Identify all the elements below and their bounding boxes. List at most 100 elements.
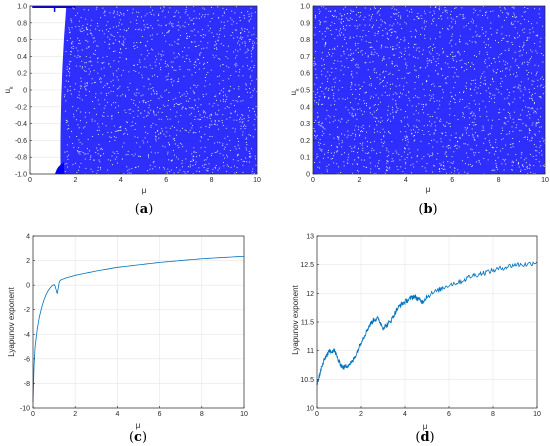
scatter-point bbox=[95, 113, 97, 115]
scatter-point bbox=[474, 68, 475, 70]
scatter-point bbox=[492, 169, 494, 171]
scatter-point bbox=[91, 78, 93, 80]
scatter-point bbox=[515, 76, 517, 78]
scatter-point bbox=[392, 48, 394, 50]
scatter-point bbox=[160, 132, 162, 134]
scatter-point bbox=[347, 66, 349, 68]
scatter-point bbox=[88, 112, 90, 114]
scatter-point bbox=[316, 112, 318, 114]
scatter-point bbox=[246, 29, 248, 30]
scatter-point bbox=[128, 71, 130, 73]
scatter-point bbox=[453, 56, 455, 58]
scatter-point bbox=[438, 9, 440, 11]
scatter-point bbox=[411, 11, 413, 13]
scatter-point bbox=[193, 29, 195, 31]
scatter-point bbox=[524, 86, 526, 88]
scatter-point bbox=[514, 60, 516, 62]
scatter-point bbox=[406, 104, 408, 106]
scatter-point bbox=[342, 8, 344, 10]
scatter-point bbox=[488, 57, 490, 59]
scatter-point bbox=[184, 172, 186, 174]
scatter-point bbox=[494, 39, 496, 41]
scatter-point bbox=[400, 92, 401, 94]
scatter-point bbox=[381, 94, 383, 96]
scatter-point bbox=[180, 103, 182, 105]
scatter-point bbox=[469, 28, 471, 30]
scatter-point bbox=[377, 108, 378, 110]
scatter-point bbox=[451, 171, 453, 173]
scatter-point bbox=[355, 49, 357, 51]
scatter-point bbox=[421, 18, 423, 20]
scatter-point bbox=[193, 131, 195, 133]
scatter-point bbox=[119, 48, 121, 50]
scatter-point bbox=[541, 76, 543, 78]
scatter-point bbox=[489, 141, 491, 143]
scatter-point bbox=[178, 29, 180, 31]
scatter-point bbox=[429, 134, 431, 136]
scatter-point bbox=[107, 36, 109, 38]
scatter-point bbox=[217, 169, 219, 171]
scatter-point bbox=[195, 71, 196, 73]
scatter-point bbox=[151, 38, 153, 40]
scatter-point bbox=[364, 7, 366, 9]
scatter-point bbox=[222, 143, 224, 145]
scatter-point bbox=[188, 58, 190, 60]
scatter-point bbox=[534, 8, 536, 10]
scatter-point bbox=[526, 61, 528, 63]
scatter-point bbox=[483, 41, 485, 43]
scatter-point bbox=[480, 93, 482, 94]
scatter-point bbox=[369, 61, 371, 63]
scatter-point bbox=[99, 77, 101, 79]
scatter-point bbox=[377, 162, 379, 164]
scatter-point bbox=[392, 83, 394, 85]
scatter-point bbox=[131, 99, 133, 100]
scatter-point bbox=[160, 67, 162, 68]
scatter-point bbox=[112, 151, 114, 153]
x-tick-label: 6 bbox=[158, 411, 162, 418]
scatter-point bbox=[512, 162, 514, 164]
scatter-point bbox=[503, 109, 505, 111]
scatter-point bbox=[239, 44, 241, 46]
scatter-point bbox=[125, 112, 127, 114]
scatter-point bbox=[330, 10, 332, 12]
scatter-point bbox=[85, 18, 87, 20]
scatter-point bbox=[369, 125, 370, 127]
scatter-point bbox=[158, 53, 160, 55]
scatter-point bbox=[386, 33, 388, 35]
scatter-point bbox=[511, 24, 513, 26]
scatter-point bbox=[148, 112, 150, 114]
scatter-point bbox=[321, 74, 323, 76]
scatter-point bbox=[408, 54, 410, 56]
scatter-point bbox=[534, 102, 535, 103]
scatter-point bbox=[65, 100, 67, 102]
scatter-point bbox=[466, 68, 468, 70]
scatter-point bbox=[230, 34, 232, 36]
scatter-point bbox=[459, 92, 461, 93]
scatter-point bbox=[464, 107, 466, 108]
scatter-point bbox=[391, 28, 393, 30]
scatter-point bbox=[470, 112, 472, 114]
x-tick-label: 0 bbox=[311, 177, 315, 184]
scatter-point bbox=[407, 136, 409, 138]
scatter-point bbox=[383, 85, 385, 87]
scatter-point bbox=[492, 119, 494, 121]
scatter-point bbox=[155, 132, 157, 134]
scatter-point bbox=[227, 57, 229, 59]
scatter-point bbox=[380, 47, 382, 49]
scatter-point bbox=[405, 62, 407, 64]
scatter-point bbox=[388, 132, 390, 134]
scatter-point bbox=[107, 83, 108, 85]
scatter-point bbox=[477, 136, 479, 138]
scatter-point bbox=[454, 55, 456, 57]
scatter-point bbox=[455, 60, 457, 62]
scatter-point bbox=[319, 143, 321, 144]
scatter-point bbox=[529, 167, 531, 169]
scatter-point bbox=[437, 73, 439, 75]
scatter-point bbox=[486, 66, 488, 68]
scatter-point bbox=[155, 55, 157, 57]
scatter-point bbox=[116, 156, 118, 158]
scatter-point bbox=[477, 87, 479, 89]
scatter-point bbox=[338, 119, 340, 121]
scatter-point bbox=[463, 92, 464, 93]
scatter-point bbox=[137, 16, 139, 18]
